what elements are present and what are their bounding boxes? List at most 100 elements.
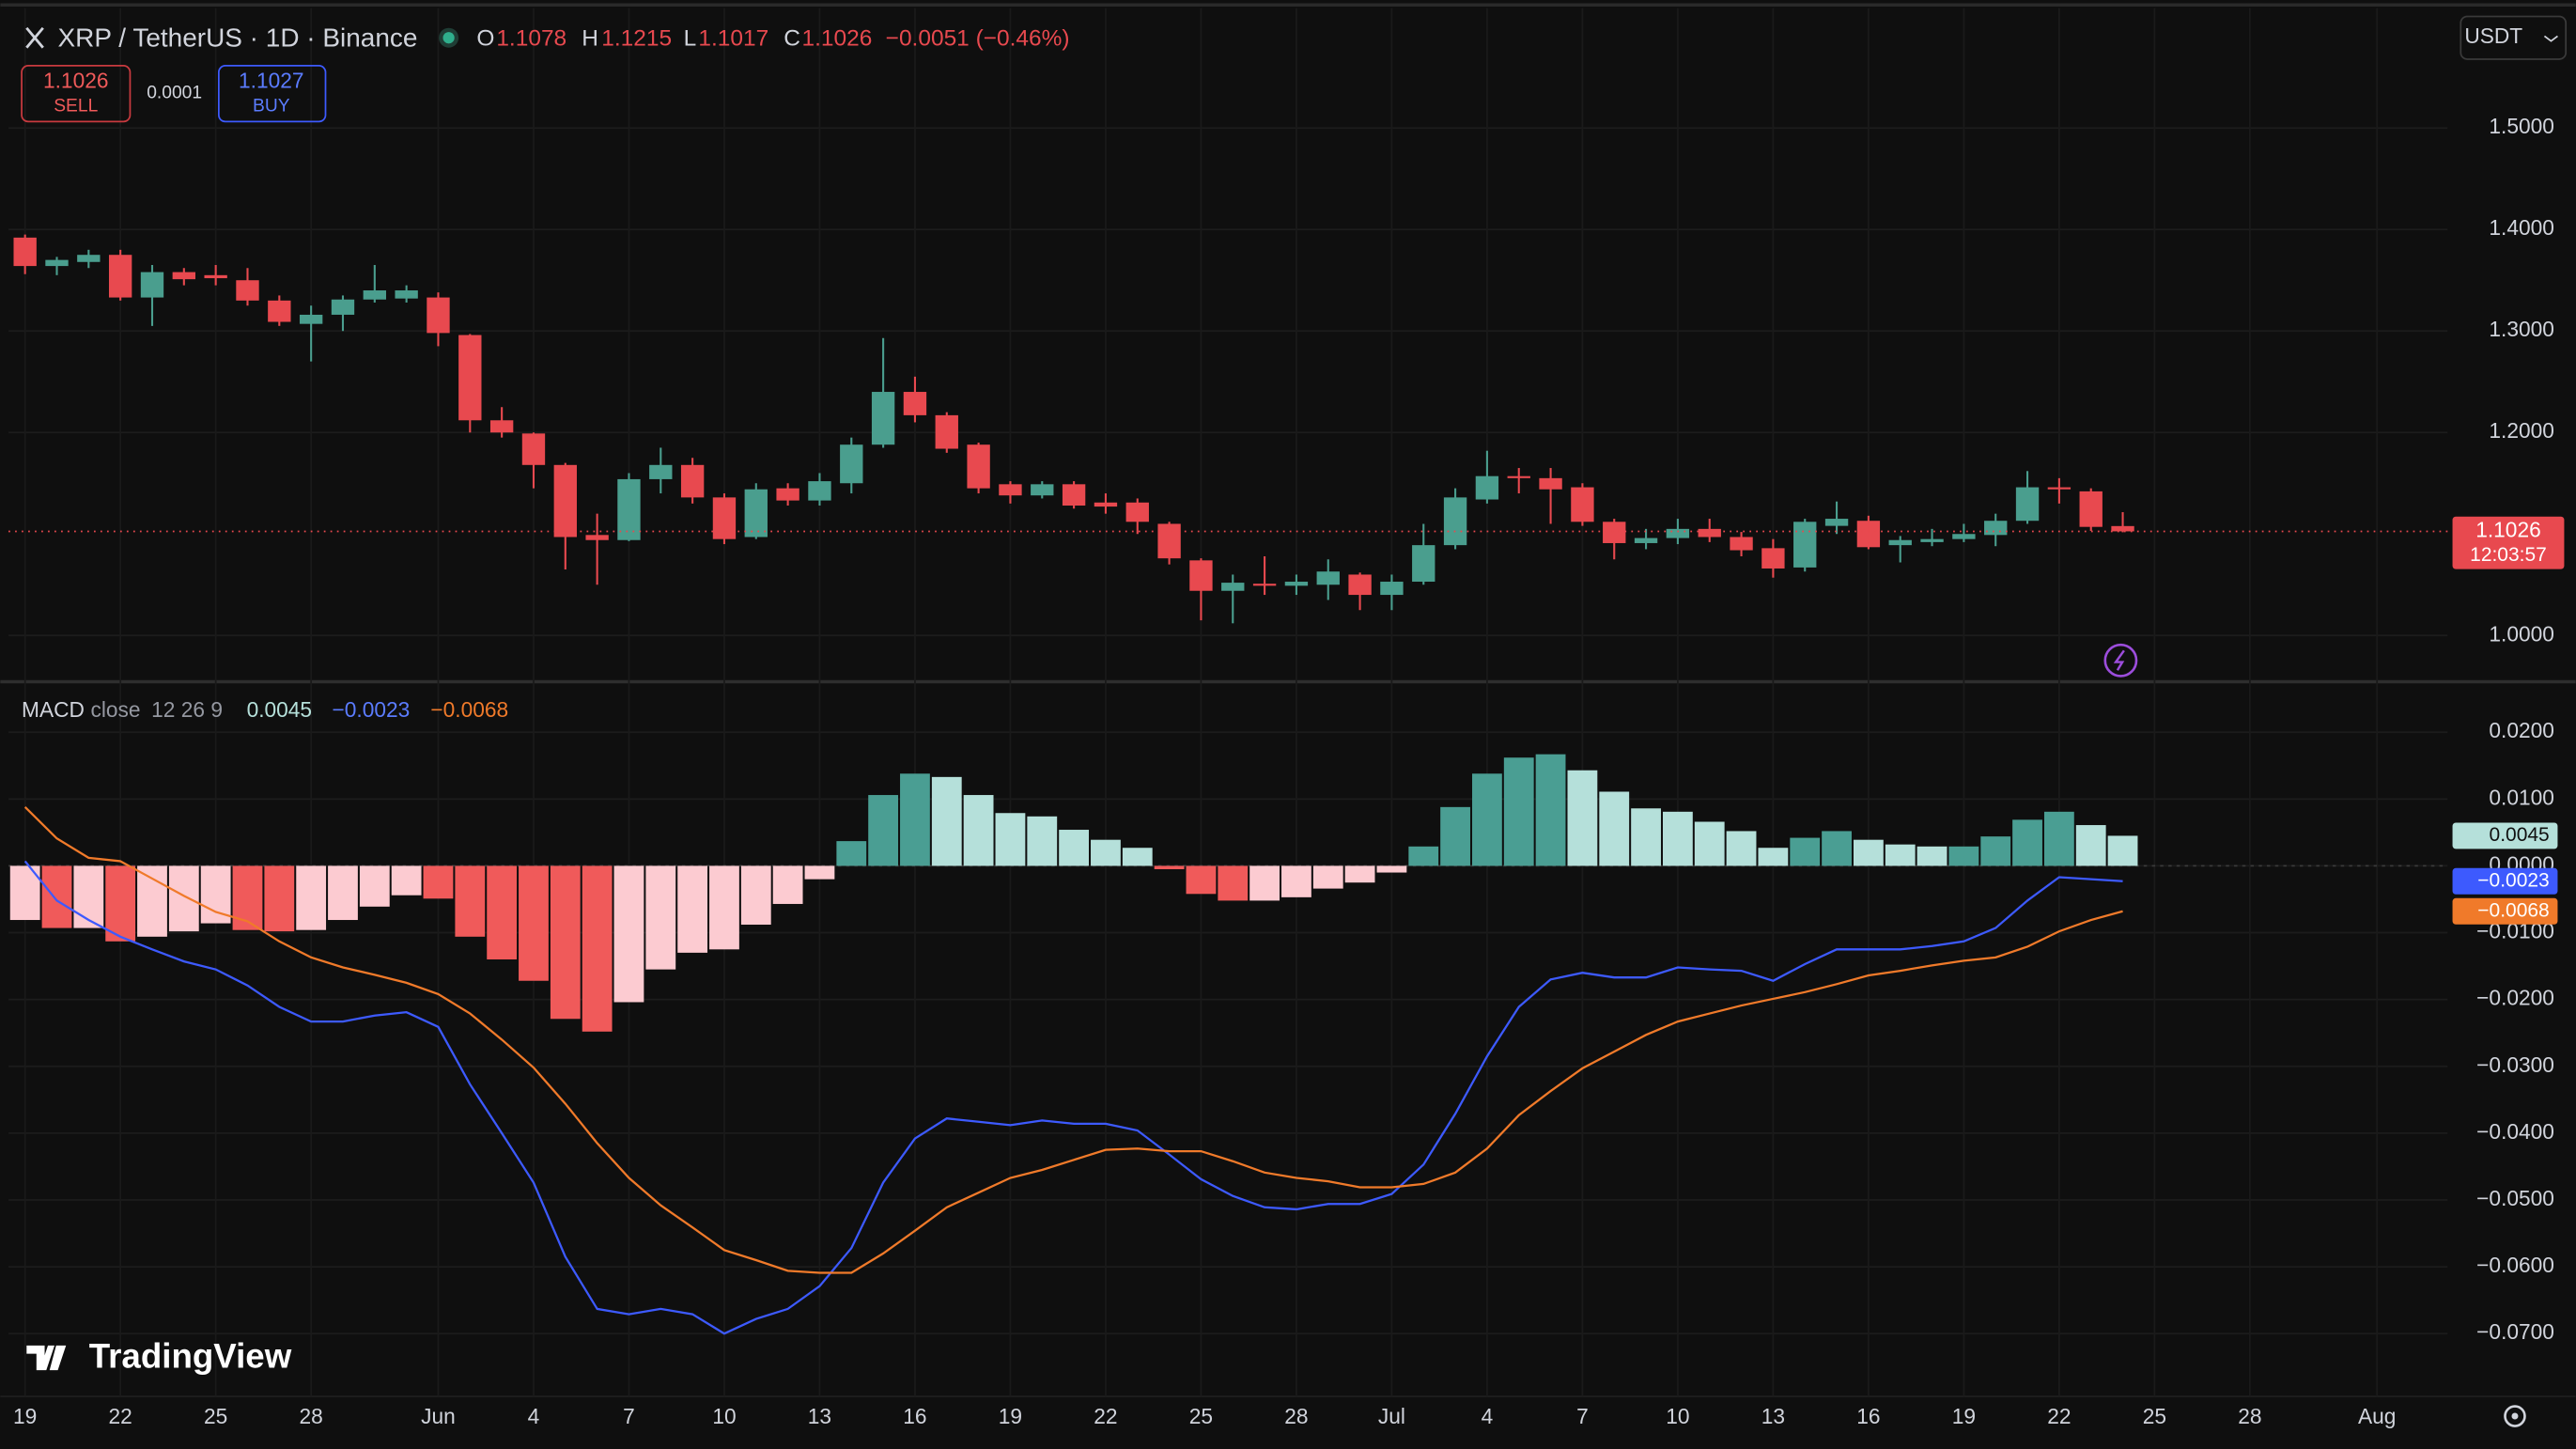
histogram-bar bbox=[1312, 865, 1343, 889]
countdown: 12:03:57 bbox=[2470, 544, 2547, 566]
candle-body bbox=[1824, 519, 1849, 526]
histogram-bar bbox=[1027, 816, 1058, 866]
x-tick-label: 4 bbox=[1482, 1404, 1494, 1428]
x-tick-label: 28 bbox=[1284, 1404, 1308, 1428]
histogram-bar bbox=[200, 865, 231, 924]
sell-label: SELL bbox=[54, 97, 98, 117]
y-tick-label: 0.0100 bbox=[2489, 785, 2554, 809]
value-box-label: 0.0045 bbox=[2490, 824, 2550, 846]
histogram-bar bbox=[1059, 830, 1090, 866]
macd-line bbox=[23, 806, 2123, 1274]
y-tick-label: −0.0400 bbox=[2476, 1119, 2554, 1144]
candle-body bbox=[140, 272, 164, 298]
histogram-bar bbox=[1440, 806, 1470, 866]
x-tick-label: 13 bbox=[1761, 1404, 1785, 1428]
marks bbox=[8, 234, 2448, 1335]
y-tick-label: 1.2000 bbox=[2489, 418, 2554, 443]
histogram-bar bbox=[995, 813, 1026, 866]
close-icon[interactable] bbox=[25, 26, 44, 49]
candle-body bbox=[1380, 582, 1404, 596]
histogram-bar bbox=[2075, 825, 2106, 866]
histogram-bar bbox=[772, 865, 803, 904]
histogram-bar bbox=[1091, 839, 1121, 866]
logo-text: TradingView bbox=[89, 1337, 292, 1376]
candle-body bbox=[1284, 582, 1309, 586]
candle-body bbox=[395, 290, 418, 299]
currency-label: USDT bbox=[2464, 23, 2522, 48]
candle-body bbox=[1507, 475, 1530, 478]
macd-hist-value: 0.0045 bbox=[247, 697, 313, 722]
candle-body bbox=[1730, 537, 1753, 551]
candle-body bbox=[649, 464, 673, 479]
histogram-bar bbox=[1758, 848, 1789, 866]
histogram-bar bbox=[836, 841, 867, 866]
histogram-bar bbox=[1535, 754, 1566, 866]
macd-signal-value: −0.0068 bbox=[430, 697, 508, 722]
histogram-bar bbox=[1503, 757, 1534, 866]
candle-body bbox=[1031, 484, 1054, 496]
grid bbox=[8, 8, 2448, 1397]
candle-body bbox=[1443, 497, 1467, 546]
histogram-bar bbox=[1218, 865, 1249, 901]
x-tick-label: Aug bbox=[2358, 1404, 2396, 1428]
x-tick-label: 28 bbox=[2238, 1404, 2261, 1428]
candle-body bbox=[45, 259, 69, 267]
x-tick-label: 16 bbox=[903, 1404, 926, 1428]
currency-select[interactable] bbox=[2460, 15, 2568, 60]
close-value: 1.1026 bbox=[802, 25, 873, 51]
histogram-bar bbox=[264, 865, 295, 932]
candle-body bbox=[1221, 583, 1245, 591]
candle-body bbox=[1793, 522, 1817, 568]
candle-body bbox=[808, 481, 831, 501]
candle-body bbox=[744, 489, 768, 538]
histogram-bar bbox=[1631, 808, 1661, 866]
histogram-bar bbox=[582, 865, 613, 1032]
candle-body bbox=[1571, 487, 1594, 522]
spread: 0.0001 bbox=[147, 84, 202, 103]
x-tick-label: 22 bbox=[1094, 1404, 1117, 1428]
histogram-bar bbox=[2107, 835, 2138, 866]
logo-mark bbox=[26, 1345, 67, 1371]
candle-body bbox=[967, 444, 990, 489]
histogram-bar bbox=[1853, 839, 1884, 866]
candle-body bbox=[521, 433, 546, 465]
histogram-bar bbox=[1948, 846, 1979, 866]
candle-body bbox=[1412, 545, 1435, 583]
buy-button[interactable] bbox=[217, 65, 327, 123]
x-tick-label: 10 bbox=[712, 1404, 736, 1428]
open-label: O bbox=[476, 25, 494, 51]
histogram-bar bbox=[1567, 770, 1598, 866]
settings-icon[interactable] bbox=[2504, 1405, 2526, 1427]
candle-body bbox=[299, 314, 323, 324]
value-box bbox=[2452, 822, 2558, 849]
histogram-bar bbox=[1408, 846, 1439, 866]
value-box-label: −0.0068 bbox=[2477, 899, 2549, 921]
histogram-bar bbox=[677, 865, 708, 953]
candle-body bbox=[1888, 539, 1912, 546]
dropdown-arrow bbox=[2543, 35, 2558, 42]
histogram-bar bbox=[1376, 865, 1407, 873]
candle-body bbox=[1984, 521, 2008, 536]
x-tick-label: 22 bbox=[2047, 1404, 2071, 1428]
candle-body bbox=[331, 299, 355, 315]
histogram-bar bbox=[391, 865, 422, 896]
candle-body bbox=[1698, 528, 1721, 538]
high-value: 1.1215 bbox=[601, 25, 672, 51]
candle-body bbox=[1252, 584, 1277, 586]
histogram-bar bbox=[1726, 831, 1757, 866]
sell-button[interactable] bbox=[21, 65, 132, 123]
y-tick-label: −0.0300 bbox=[2476, 1052, 2554, 1077]
histogram-bar bbox=[137, 865, 167, 937]
alert-icon[interactable] bbox=[2103, 643, 2138, 678]
histogram-bar bbox=[1980, 836, 2011, 866]
histogram-bar bbox=[1694, 821, 1725, 866]
histogram-bar bbox=[1599, 791, 1630, 866]
high-label: H bbox=[582, 25, 598, 51]
candle-body bbox=[2047, 487, 2072, 490]
x-tick-label: 28 bbox=[300, 1404, 323, 1428]
histogram-bar bbox=[1186, 865, 1217, 895]
histogram-bar bbox=[1663, 811, 1693, 866]
last-price: 1.1026 bbox=[2475, 517, 2541, 541]
histogram-bar bbox=[487, 865, 518, 959]
value-box-label: −0.0023 bbox=[2477, 869, 2549, 891]
